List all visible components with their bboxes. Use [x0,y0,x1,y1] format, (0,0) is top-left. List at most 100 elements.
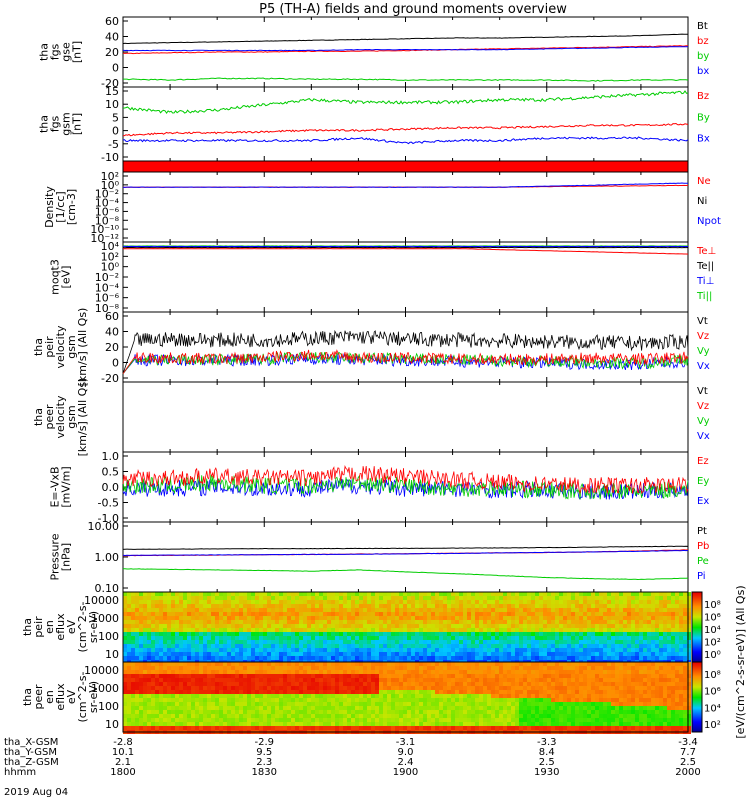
heatmap-cell [439,600,443,604]
heatmap-cell [263,686,267,690]
heatmap-cell [155,632,159,636]
heatmap-cell [327,628,331,632]
heatmap-cell [463,600,467,604]
heatmap-cell [283,608,287,612]
heatmap-cell [303,620,307,624]
heatmap-cell [479,666,483,670]
heatmap-cell [343,674,347,678]
heatmap-cell [483,592,487,596]
heatmap-cell [399,686,403,690]
heatmap-cell [199,666,203,670]
heatmap-cell [543,694,547,698]
heatmap-cell [191,632,195,636]
series-line-By [122,90,689,114]
heatmap-cell [127,718,131,722]
heatmap-cell [151,620,155,624]
heatmap-cell [227,596,231,600]
heatmap-cell [503,678,507,682]
heatmap-cell [531,612,535,616]
heatmap-cell [187,670,191,674]
heatmap-cell [343,682,347,686]
heatmap-cell [615,592,619,596]
heatmap-cell [283,628,287,632]
heatmap-cell [531,726,535,730]
heatmap-cell [479,694,483,698]
heatmap-cell [355,662,359,666]
heatmap-cell [619,648,623,652]
heatmap-cell [259,628,263,632]
heatmap-cell [415,656,419,660]
heatmap-cell [539,690,543,694]
heatmap-cell [175,694,179,698]
heatmap-cell [175,596,179,600]
heatmap-cell [471,608,475,612]
y-tick-label: 0.10 [95,582,120,595]
heatmap-cell [467,656,471,660]
heatmap-cell [231,662,235,666]
heatmap-cell [215,656,219,660]
heatmap-cell [599,640,603,644]
heatmap-cell [283,612,287,616]
heatmap-cell [451,686,455,690]
heatmap-cell [303,726,307,730]
heatmap-cell [147,652,151,656]
heatmap-cell [171,678,175,682]
heatmap-cell [331,666,335,670]
heatmap-cell [411,648,415,652]
heatmap-cell [135,636,139,640]
heatmap-cell [323,710,327,714]
heatmap-cell [651,620,655,624]
heatmap-cell [263,718,267,722]
heatmap-cell [383,644,387,648]
heatmap-cell [271,682,275,686]
heatmap-cell [343,694,347,698]
heatmap-cell [223,682,227,686]
heatmap-cell [295,702,299,706]
heatmap-cell [635,640,639,644]
heatmap-cell [523,644,527,648]
heatmap-cell [447,648,451,652]
heatmap-cell [375,714,379,718]
heatmap-cell [155,644,159,648]
heatmap-cell [499,596,503,600]
heatmap-cell [411,652,415,656]
heatmap-cell [551,636,555,640]
heatmap-cell [459,666,463,670]
heatmap-cell [651,612,655,616]
heatmap-cell [619,636,623,640]
heatmap-cell [571,608,575,612]
heatmap-cell [279,686,283,690]
heatmap-cell [483,666,487,670]
heatmap-cell [319,726,323,730]
heatmap-cell [327,648,331,652]
heatmap-cell [335,666,339,670]
heatmap-cell [191,706,195,710]
heatmap-cell [251,616,255,620]
heatmap-cell [455,698,459,702]
heatmap-cell [551,644,555,648]
heatmap-cell [175,698,179,702]
heatmap-cell [315,612,319,616]
heatmap-cell [535,714,539,718]
heatmap-cell [191,636,195,640]
heatmap-cell [199,690,203,694]
heatmap-cell [375,624,379,628]
heatmap-cell [407,718,411,722]
heatmap-cell [551,694,555,698]
heatmap-cell [315,616,319,620]
heatmap-cell [287,620,291,624]
heatmap-cell [347,722,351,726]
heatmap-cell [203,670,207,674]
heatmap-cell [351,616,355,620]
heatmap-cell [339,690,343,694]
heatmap-cell [343,628,347,632]
heatmap-cell [259,652,263,656]
heatmap-cell [423,686,427,690]
heatmap-cell [399,632,403,636]
heatmap-cell [235,600,239,604]
heatmap-cell [411,620,415,624]
heatmap-cell [483,628,487,632]
heatmap-cell [439,722,443,726]
heatmap-cell [455,678,459,682]
heatmap-cell [543,726,547,730]
